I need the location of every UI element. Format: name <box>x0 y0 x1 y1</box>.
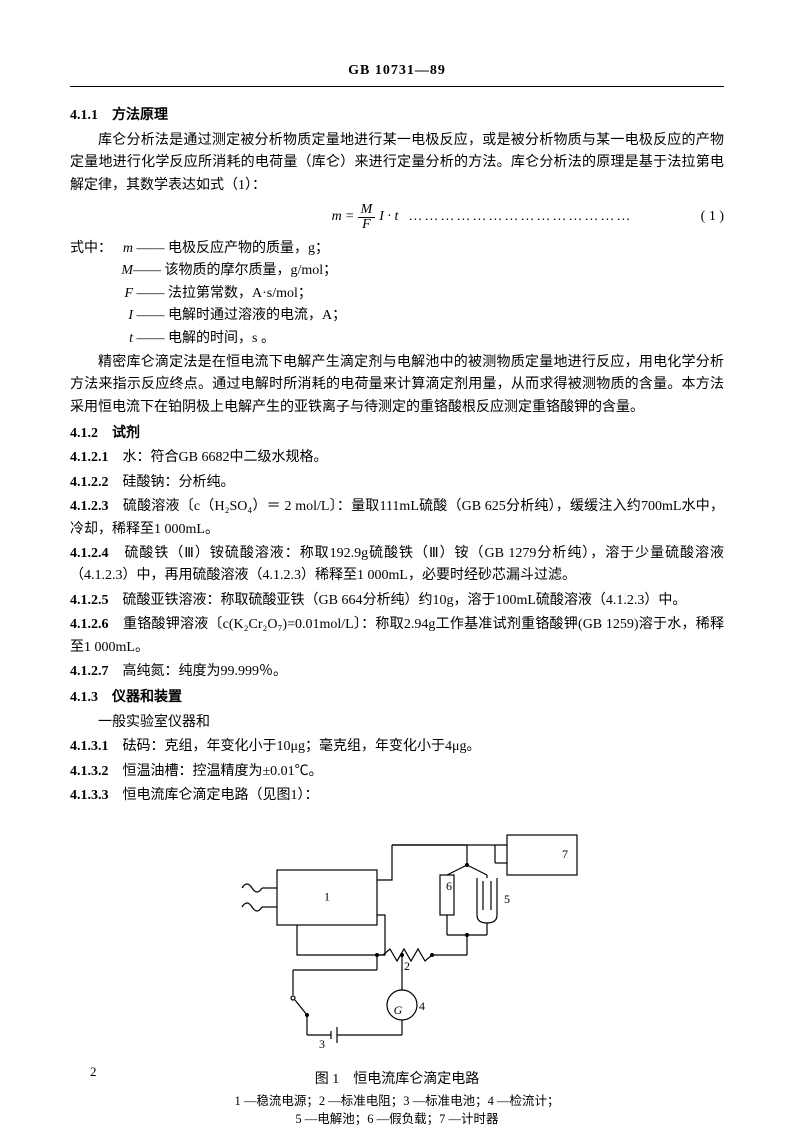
figure-legend-2: 5 —电解池；6 —假负载；7 —计时器 <box>70 1110 724 1129</box>
svg-text:2: 2 <box>404 959 410 973</box>
item-4-1-3-1: 4.1.3.1 砝码：克组，年变化小于10μg；毫克组，年变化小于4μg。 <box>70 736 724 758</box>
figure-legend-1: 1 —稳流电源；2 —标准电阻；3 —标准电池；4 —检流计； <box>70 1092 724 1111</box>
svg-text:5: 5 <box>504 892 510 906</box>
formula-var-m: m <box>332 206 342 228</box>
formula-number: ( 1 ) <box>695 206 724 228</box>
paragraph-method: 精密库仑滴定法是在恒电流下电解产生滴定剂与电解池中的被测物质定量地进行反应，用电… <box>70 352 724 419</box>
def-I: —— 电解时通过溶液的电流，A； <box>137 308 347 323</box>
item-4-1-2-4: 4.1.2.4 硫酸铁（Ⅲ）铵硫酸溶液：称取192.9g硫酸铁（Ⅲ）铵（GB 1… <box>70 543 724 588</box>
def-m: —— 电极反应产物的质量，g； <box>137 241 330 256</box>
section-number: 4.1.2 <box>70 426 98 441</box>
svg-text:4: 4 <box>419 999 425 1013</box>
section-4-1-2: 4.1.2 试剂 <box>70 423 724 445</box>
section-4-1-3: 4.1.3 仪器和装置 <box>70 687 724 709</box>
section-number: 4.1.1 <box>70 108 98 123</box>
section-4-1-1: 4.1.1 方法原理 <box>70 105 724 127</box>
formula-eq: = <box>346 206 354 228</box>
formula-1: m = M F I · t …………………………………… ( 1 ) <box>70 203 724 232</box>
item-4-1-2-1: 4.1.2.1 水：符合GB 6682中二级水规格。 <box>70 447 724 469</box>
item-4-1-2-2: 4.1.2.2 硅酸钠：分析纯。 <box>70 472 724 494</box>
formula-fraction: M F <box>358 203 376 232</box>
def-F: —— 法拉第常数，A·s/mol； <box>137 286 312 301</box>
section-title: 仪器和装置 <box>112 690 182 705</box>
standard-header: GB 10731—89 <box>70 60 724 87</box>
def-M: —— 该物质的摩尔质量，g/mol； <box>133 263 337 278</box>
item-4-1-3-2: 4.1.3.2 恒温油槽：控温精度为±0.01℃。 <box>70 761 724 783</box>
def-intro: 式中： <box>70 241 112 256</box>
item-4-1-2-5: 4.1.2.5 硫酸亚铁溶液：称取硫酸亚铁（GB 664分析纯）约10g，溶于1… <box>70 590 724 612</box>
formula-It: I · t <box>379 206 398 228</box>
svg-text:6: 6 <box>446 879 452 893</box>
section-title: 方法原理 <box>112 108 168 123</box>
svg-text:G: G <box>394 1003 403 1017</box>
paragraph-principle: 库仑分析法是通过测定被分析物质定量地进行某一电极反应，或是被分析物质与某一电极反… <box>70 130 724 197</box>
section-title: 试剂 <box>112 426 140 441</box>
item-4-1-2-6: 4.1.2.6 重铬酸钾溶液〔c(K₂Cr₂O₇)=0.01mol/L〕：称取2… <box>70 614 724 659</box>
svg-text:7: 7 <box>562 847 568 861</box>
formula-dots: …………………………………… <box>398 206 694 228</box>
page-number: 2 <box>90 1062 97 1083</box>
svg-text:3: 3 <box>319 1037 325 1051</box>
figure-1-circuit: 1 7 2 3 4 5 6 G 图 1 恒电流库仑滴定电路 1 —稳流电源；2 —标准电阻；3… <box>70 815 724 1129</box>
item-4-1-2-3: 4.1.2.3 硫酸溶液〔c（H₂SO₄）＝ 2 mol/L〕：量取111mL硫… <box>70 496 724 541</box>
definitions: 式中：m —— 电极反应产物的质量，g； M—— 该物质的摩尔质量，g/mol；… <box>70 238 724 350</box>
svg-text:1: 1 <box>324 890 330 904</box>
item-4-1-3-3: 4.1.3.3 恒电流库仑滴定电路（见图1）： <box>70 785 724 807</box>
def-t: —— 电解的时间，s 。 <box>137 331 275 346</box>
figure-caption: 图 1 恒电流库仑滴定电路 <box>70 1069 724 1091</box>
section-number: 4.1.3 <box>70 690 98 705</box>
section-4-1-3-line: 一般实验室仪器和 <box>70 712 724 734</box>
item-4-1-2-7: 4.1.2.7 高纯氮：纯度为99.999％。 <box>70 661 724 683</box>
